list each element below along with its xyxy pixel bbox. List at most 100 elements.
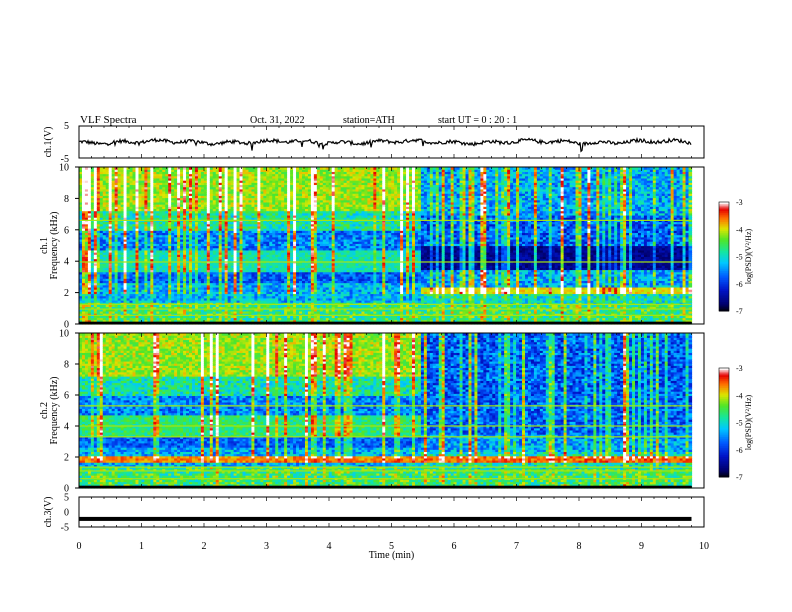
ch1-cell (168, 286, 172, 290)
ch1-cell (93, 193, 98, 196)
ch1-cell (79, 184, 83, 188)
ch1-cell (129, 254, 134, 257)
ch1-cell (138, 206, 143, 210)
ch1-cell (132, 223, 137, 227)
ch1-cell (144, 271, 148, 275)
ch1-cell (159, 293, 163, 297)
ch1-cell (105, 265, 110, 268)
ch1-cell (87, 249, 92, 253)
ch1-cell (111, 243, 116, 247)
ch1-cell (90, 195, 95, 199)
ch1-cell (162, 304, 166, 308)
ch1-cell (114, 234, 119, 238)
ch1-cell (99, 258, 104, 262)
ch1-cell (90, 171, 95, 175)
ch1-cell (135, 295, 140, 299)
ch1-cell (81, 173, 86, 177)
ch1-cell (126, 267, 131, 271)
ch1-cell (102, 300, 107, 303)
ch1-cell (96, 193, 101, 196)
ch1-cell (105, 197, 110, 201)
ch1-cell (81, 282, 86, 286)
ch1-cell (138, 310, 143, 314)
ch1-cell (99, 230, 104, 234)
ch1-cell (99, 256, 104, 260)
ch1-cell (147, 267, 151, 271)
ch1-cell (105, 223, 110, 227)
ch1-cell (123, 262, 128, 266)
ch1-cell (153, 184, 157, 188)
ch1-cell (90, 317, 95, 321)
ch1-cell (144, 193, 148, 196)
ch1-cell (81, 169, 86, 172)
ch1-cell (87, 315, 92, 319)
ch1-cell (102, 186, 107, 190)
ch1-cell (156, 267, 160, 271)
ch1-cell (108, 317, 113, 321)
ch1-cell (84, 186, 89, 190)
ch1-cell (108, 245, 113, 249)
ch1-cell (84, 310, 89, 314)
ch1-cell (105, 315, 110, 319)
ch1-cell (141, 289, 146, 292)
ch1-cell (135, 188, 140, 192)
ch1-cell (105, 177, 110, 181)
ch1-cell (81, 306, 86, 310)
ch1-cell (129, 206, 134, 210)
ch1-cell (165, 177, 169, 181)
ch1-cell (141, 238, 146, 242)
ch1-cell (102, 315, 107, 319)
ch1-cell (138, 212, 143, 216)
ch1-cell (135, 291, 140, 295)
ch1-cell (129, 310, 134, 314)
ch1-cell (90, 190, 95, 194)
ch1-cell (138, 193, 143, 196)
ch1-cell (81, 302, 86, 305)
ch1-cell (84, 230, 89, 234)
ch1-cell (84, 238, 89, 242)
ch1-cell (123, 188, 128, 192)
ch1-cell (123, 204, 128, 207)
ch1-cell (141, 236, 146, 240)
ch1-cell (120, 186, 125, 190)
ch1-cell (81, 265, 86, 268)
ch1-cell (87, 197, 92, 201)
ch1-cell (84, 173, 89, 177)
ch1-cell (150, 247, 154, 251)
ch1-cell (144, 315, 148, 319)
ch1-cell (165, 228, 169, 231)
ch1-cell (117, 310, 122, 314)
ch1-cell (111, 214, 116, 218)
ch1-cell (117, 195, 122, 199)
ch1-cell (99, 291, 104, 295)
ch1-cell (108, 293, 113, 297)
ch1-cell (93, 217, 98, 220)
ch1-cell (162, 234, 166, 238)
ch1-cell (79, 180, 83, 183)
ch1-cell (111, 228, 116, 231)
ch1-cell (102, 208, 107, 212)
ch1-cell (79, 210, 83, 214)
ch1-cell (144, 258, 148, 262)
ch1-cell (79, 204, 83, 207)
ch1-cell (90, 175, 95, 179)
ch1-cell (129, 228, 134, 231)
ch1-cell (114, 258, 119, 262)
ch1-cell (138, 208, 143, 212)
ch1-cell (126, 249, 131, 253)
ch1-cell (87, 238, 92, 242)
ch1-cell (165, 243, 169, 247)
ch1-cell (96, 171, 101, 175)
ch1-cell (126, 177, 131, 181)
ch1-cell (138, 221, 143, 225)
ch1-cell (90, 210, 95, 214)
ch1-cell (81, 201, 86, 205)
ch1-cell (162, 193, 166, 196)
ch1-cell (168, 306, 172, 310)
ch1-cell (168, 236, 172, 240)
ch1-cell (144, 204, 148, 207)
ch1-cell (87, 291, 92, 295)
ch1-cell (168, 212, 172, 216)
ch1-cell (102, 276, 107, 279)
